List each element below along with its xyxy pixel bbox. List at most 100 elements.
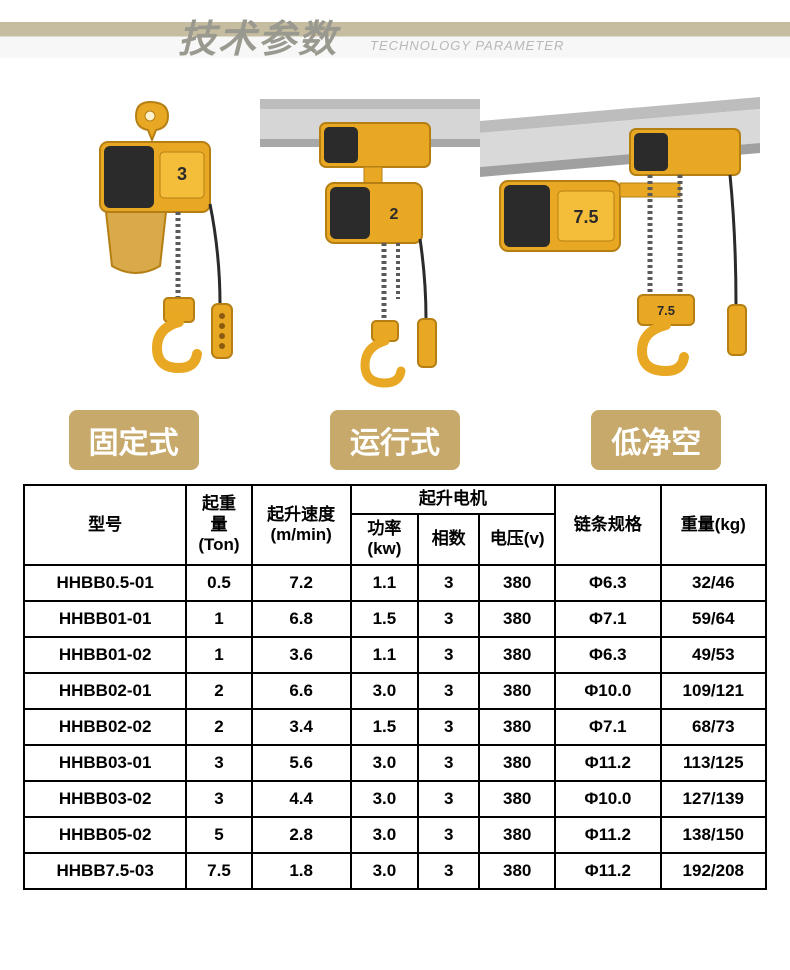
svg-text:3: 3 bbox=[177, 164, 187, 184]
cell-kw: 3.0 bbox=[351, 673, 418, 709]
table-row: HHBB03-0234.43.03380Φ10.0127/139 bbox=[24, 781, 766, 817]
th-motor-group: 起升电机 bbox=[351, 485, 555, 514]
cell-chain: Φ7.1 bbox=[555, 709, 660, 745]
cell-chain: Φ10.0 bbox=[555, 673, 660, 709]
hoist-running-icon: 2 bbox=[260, 89, 480, 399]
cell-volt: 380 bbox=[479, 817, 555, 853]
cell-phase: 3 bbox=[418, 637, 479, 673]
cell-chain: Φ11.2 bbox=[555, 745, 660, 781]
cell-phase: 3 bbox=[418, 673, 479, 709]
cell-weight: 49/53 bbox=[661, 637, 766, 673]
spec-table: 型号 起重 量 (Ton) 起升速度 (m/min) 起升电机 链条规格 重量(… bbox=[23, 484, 767, 890]
cell-kw: 1.5 bbox=[351, 709, 418, 745]
th-capacity: 起重 量 (Ton) bbox=[186, 485, 251, 565]
cell-weight: 32/46 bbox=[661, 565, 766, 601]
cell-volt: 380 bbox=[479, 601, 555, 637]
cell-kw: 3.0 bbox=[351, 817, 418, 853]
cell-kw: 1.5 bbox=[351, 601, 418, 637]
cell-model: HHBB03-02 bbox=[24, 781, 186, 817]
product-images-row: 3 2 bbox=[0, 74, 790, 404]
header-subtitle: TECHNOLOGY PARAMETER bbox=[370, 38, 564, 53]
cell-chain: Φ10.0 bbox=[555, 781, 660, 817]
cell-ton: 2 bbox=[186, 709, 251, 745]
cell-volt: 380 bbox=[479, 781, 555, 817]
cell-phase: 3 bbox=[418, 601, 479, 637]
cell-ton: 0.5 bbox=[186, 565, 251, 601]
cell-model: HHBB02-01 bbox=[24, 673, 186, 709]
th-speed: 起升速度 (m/min) bbox=[252, 485, 351, 565]
table-row: HHBB02-0223.41.53380Φ7.168/73 bbox=[24, 709, 766, 745]
section-header: 技术参数 TECHNOLOGY PARAMETER bbox=[0, 4, 790, 74]
cell-speed: 3.6 bbox=[252, 637, 351, 673]
th-chain: 链条规格 bbox=[555, 485, 660, 565]
cell-model: HHBB05-02 bbox=[24, 817, 186, 853]
cell-ton: 2 bbox=[186, 673, 251, 709]
cell-kw: 1.1 bbox=[351, 637, 418, 673]
cell-ton: 1 bbox=[186, 601, 251, 637]
cell-chain: Φ11.2 bbox=[555, 853, 660, 889]
cell-weight: 138/150 bbox=[661, 817, 766, 853]
th-weight: 重量(kg) bbox=[661, 485, 766, 565]
cell-ton: 1 bbox=[186, 637, 251, 673]
th-model: 型号 bbox=[24, 485, 186, 565]
product-fixed: 3 bbox=[40, 84, 260, 404]
cell-weight: 113/125 bbox=[661, 745, 766, 781]
table-row: HHBB7.5-037.51.83.03380Φ11.2192/208 bbox=[24, 853, 766, 889]
hoist-lowheadroom-icon: 7.5 7.5 bbox=[480, 89, 760, 399]
cell-phase: 3 bbox=[418, 781, 479, 817]
product-lowheadroom: 7.5 7.5 bbox=[480, 84, 760, 404]
product-labels-row: 固定式 运行式 低净空 bbox=[0, 404, 790, 484]
cell-volt: 380 bbox=[479, 745, 555, 781]
svg-text:7.5: 7.5 bbox=[657, 303, 675, 318]
table-row: HHBB0.5-010.57.21.13380Φ6.332/46 bbox=[24, 565, 766, 601]
hoist-fixed-icon: 3 bbox=[60, 94, 240, 394]
table-row: HHBB01-0116.81.53380Φ7.159/64 bbox=[24, 601, 766, 637]
cell-weight: 127/139 bbox=[661, 781, 766, 817]
cell-phase: 3 bbox=[418, 853, 479, 889]
cell-phase: 3 bbox=[418, 745, 479, 781]
th-phase: 相数 bbox=[418, 514, 479, 565]
cell-kw: 3.0 bbox=[351, 853, 418, 889]
cell-phase: 3 bbox=[418, 817, 479, 853]
table-row: HHBB03-0135.63.03380Φ11.2113/125 bbox=[24, 745, 766, 781]
product-running: 2 bbox=[260, 84, 480, 404]
cell-kw: 3.0 bbox=[351, 781, 418, 817]
cell-weight: 109/121 bbox=[661, 673, 766, 709]
cell-speed: 6.6 bbox=[252, 673, 351, 709]
cell-chain: Φ6.3 bbox=[555, 637, 660, 673]
cell-kw: 1.1 bbox=[351, 565, 418, 601]
cell-speed: 3.4 bbox=[252, 709, 351, 745]
cell-model: HHBB0.5-01 bbox=[24, 565, 186, 601]
cell-chain: Φ6.3 bbox=[555, 565, 660, 601]
table-row: HHBB01-0213.61.13380Φ6.349/53 bbox=[24, 637, 766, 673]
cell-speed: 7.2 bbox=[252, 565, 351, 601]
cell-model: HHBB01-01 bbox=[24, 601, 186, 637]
cell-weight: 59/64 bbox=[661, 601, 766, 637]
cell-phase: 3 bbox=[418, 709, 479, 745]
svg-text:7.5: 7.5 bbox=[573, 207, 598, 227]
cell-volt: 380 bbox=[479, 673, 555, 709]
cell-speed: 4.4 bbox=[252, 781, 351, 817]
cell-speed: 1.8 bbox=[252, 853, 351, 889]
cell-model: HHBB02-02 bbox=[24, 709, 186, 745]
cell-ton: 3 bbox=[186, 781, 251, 817]
cell-chain: Φ11.2 bbox=[555, 817, 660, 853]
label-lowheadroom: 低净空 bbox=[591, 410, 721, 470]
cell-model: HHBB03-01 bbox=[24, 745, 186, 781]
th-voltage: 电压(v) bbox=[479, 514, 555, 565]
label-fixed: 固定式 bbox=[69, 410, 199, 470]
cell-volt: 380 bbox=[479, 637, 555, 673]
cell-volt: 380 bbox=[479, 565, 555, 601]
th-power: 功率 (kw) bbox=[351, 514, 418, 565]
cell-ton: 7.5 bbox=[186, 853, 251, 889]
table-body: HHBB0.5-010.57.21.13380Φ6.332/46HHBB01-0… bbox=[24, 565, 766, 889]
cell-kw: 3.0 bbox=[351, 745, 418, 781]
header-title: 技术参数 bbox=[178, 8, 338, 63]
table-row: HHBB02-0126.63.03380Φ10.0109/121 bbox=[24, 673, 766, 709]
cell-volt: 380 bbox=[479, 709, 555, 745]
cell-model: HHBB01-02 bbox=[24, 637, 186, 673]
cell-phase: 3 bbox=[418, 565, 479, 601]
cell-weight: 68/73 bbox=[661, 709, 766, 745]
cell-ton: 3 bbox=[186, 745, 251, 781]
table-row: HHBB05-0252.83.03380Φ11.2138/150 bbox=[24, 817, 766, 853]
